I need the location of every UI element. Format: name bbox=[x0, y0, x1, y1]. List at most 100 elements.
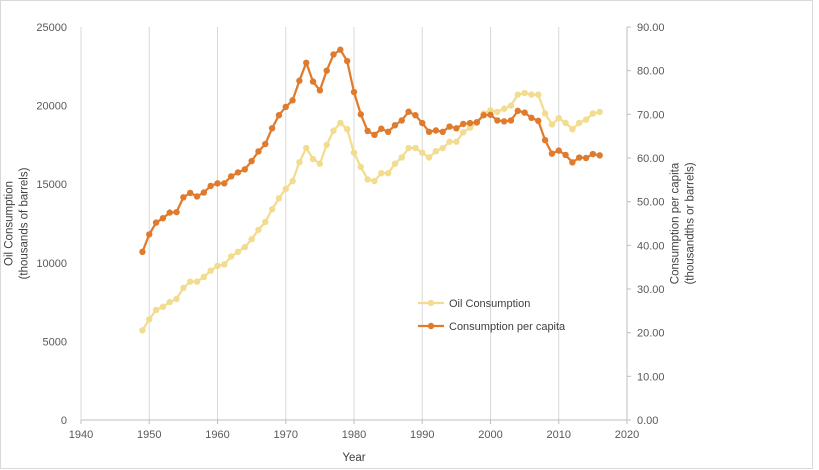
data-point bbox=[453, 138, 460, 145]
data-point bbox=[248, 157, 255, 165]
data-point bbox=[528, 114, 535, 122]
y-axis-title: Oil Consumption (thousands of barrels) bbox=[4, 167, 31, 279]
data-point bbox=[391, 160, 399, 167]
data-point bbox=[507, 102, 515, 109]
data-point bbox=[262, 140, 269, 148]
data-point bbox=[460, 129, 467, 136]
data-point bbox=[391, 122, 399, 129]
data-point bbox=[412, 112, 419, 119]
data-point bbox=[473, 118, 481, 126]
data-point bbox=[282, 185, 289, 193]
x-tick-label: 1960 bbox=[205, 429, 229, 441]
data-point bbox=[419, 149, 426, 156]
data-point bbox=[221, 180, 228, 187]
data-point bbox=[514, 107, 521, 115]
data-point bbox=[500, 105, 508, 112]
data-point bbox=[357, 163, 365, 171]
x-tick-label: 1970 bbox=[274, 429, 298, 441]
legend-marker-consumption-per-capita bbox=[427, 322, 435, 330]
data-point bbox=[487, 111, 494, 118]
data-point bbox=[166, 209, 173, 216]
x-tick-label: 1950 bbox=[137, 429, 161, 441]
y2-tick-labels: 0.00 10.00 20.00 30.00 40.00 50.00 60.00 70.00 8… bbox=[627, 22, 665, 427]
data-point bbox=[234, 169, 242, 176]
data-point bbox=[275, 195, 283, 202]
data-point bbox=[241, 243, 248, 251]
data-point bbox=[173, 295, 180, 303]
data-point bbox=[159, 215, 167, 222]
x-tick-label: 1990 bbox=[410, 429, 434, 441]
data-point bbox=[425, 128, 433, 135]
data-point bbox=[596, 152, 603, 159]
data-point bbox=[323, 141, 330, 149]
y2-tick-label: 10.00 bbox=[637, 371, 665, 383]
data-point bbox=[323, 67, 330, 74]
data-point bbox=[582, 154, 590, 162]
y-tick-label: 25000 bbox=[36, 22, 67, 34]
data-point bbox=[207, 267, 214, 274]
data-point bbox=[268, 206, 276, 213]
data-point bbox=[139, 248, 146, 256]
data-point bbox=[589, 150, 597, 158]
data-point bbox=[364, 176, 371, 183]
y2-tick-label: 30.00 bbox=[637, 284, 665, 296]
data-point bbox=[535, 117, 542, 125]
data-point bbox=[371, 131, 378, 139]
legend-label-oil-consumption: Oil Consumption bbox=[449, 298, 530, 310]
series-layer bbox=[139, 46, 603, 334]
y2-tick-label: 20.00 bbox=[637, 328, 665, 340]
data-point bbox=[384, 128, 392, 135]
data-point bbox=[528, 91, 535, 98]
x-tick-label: 2000 bbox=[478, 429, 502, 441]
data-point bbox=[241, 166, 248, 173]
data-point bbox=[296, 158, 303, 166]
y2-tick-label: 90.00 bbox=[637, 22, 665, 34]
data-point bbox=[405, 108, 412, 115]
data-point bbox=[398, 154, 405, 161]
y2-tick-label: 80.00 bbox=[637, 66, 665, 78]
data-point bbox=[159, 303, 167, 311]
y2-tick-label: 50.00 bbox=[637, 197, 665, 209]
data-point bbox=[330, 127, 337, 134]
data-point bbox=[343, 57, 351, 65]
data-point bbox=[200, 273, 208, 281]
data-point bbox=[371, 177, 378, 185]
data-point bbox=[466, 124, 474, 131]
data-point bbox=[146, 316, 153, 323]
data-point bbox=[275, 112, 283, 119]
data-point bbox=[180, 284, 187, 292]
y2-axis-title: Consumption per capita (thousandths or ba… bbox=[670, 162, 697, 284]
x-tick-label: 1940 bbox=[69, 429, 93, 441]
data-point bbox=[180, 194, 187, 201]
data-point bbox=[398, 117, 405, 124]
data-point bbox=[364, 127, 371, 135]
data-point bbox=[214, 180, 221, 187]
legend: Oil Consumption Consumption per capita bbox=[418, 298, 566, 333]
data-point bbox=[378, 125, 385, 132]
data-point bbox=[569, 159, 576, 166]
data-point bbox=[555, 114, 562, 122]
data-point bbox=[405, 144, 412, 152]
data-point bbox=[268, 125, 276, 132]
x-tick-label: 2010 bbox=[547, 429, 571, 441]
data-point bbox=[173, 208, 180, 216]
data-point bbox=[337, 119, 344, 127]
data-point bbox=[152, 219, 160, 226]
x-tick-labels: 1940 1950 1960 1970 1980 1990 2000 2010 2020 bbox=[69, 420, 639, 441]
data-point bbox=[303, 144, 310, 152]
y2-tick-label: 70.00 bbox=[637, 109, 665, 121]
y-tick-label: 10000 bbox=[36, 258, 67, 270]
data-point bbox=[548, 121, 556, 128]
data-point bbox=[460, 120, 467, 128]
y-tick-label: 0 bbox=[61, 415, 67, 427]
data-point bbox=[309, 155, 317, 163]
data-point bbox=[282, 103, 289, 111]
data-point bbox=[562, 119, 569, 127]
data-point bbox=[139, 327, 146, 334]
data-point bbox=[412, 144, 419, 152]
data-point bbox=[316, 87, 324, 94]
data-point bbox=[296, 77, 303, 84]
